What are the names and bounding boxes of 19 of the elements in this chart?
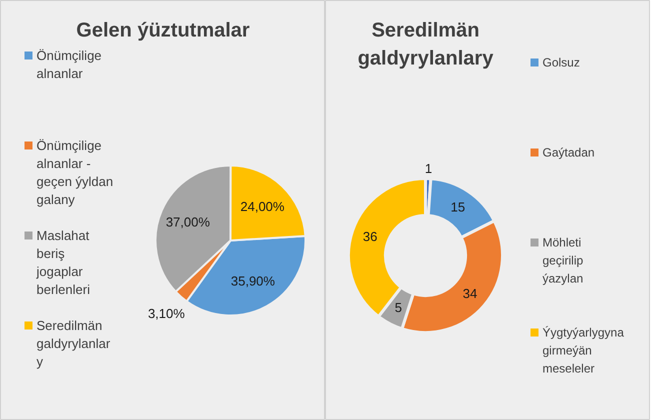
data-label: 3,10% [148,306,186,321]
data-label: 1 [424,161,432,176]
chart-title: Seredilmän galdyrylanlary [358,20,494,70]
chart-title: Gelen ýüztutmalar [76,20,250,42]
legend-label: Önümçilige alnanlar - geçen ýyldan galany [36,138,114,207]
data-label: 34 [462,286,478,302]
legend-label: Gaýtadan [542,146,595,160]
data-label: 5 [394,300,402,315]
data-label: 24,00% [240,199,285,214]
data-label: 15 [450,199,466,214]
legend-label: Golsuz [542,56,580,70]
legend-label: Seredilmän galdyrylanlary [36,318,111,369]
data-label: 36 [362,229,378,244]
legend-label: Ýygtyýarlygyna girmeýän meseleler [542,326,624,376]
data-label: 35,90% [230,274,276,289]
legend-label: Önümçilige alnanlar [36,48,102,81]
legend-label: Möhleti geçirilip ýazylan [542,236,584,286]
legend-label: Maslahat beriş jogaplar berlenleri [36,228,90,297]
data-label: 37,00% [166,214,210,230]
